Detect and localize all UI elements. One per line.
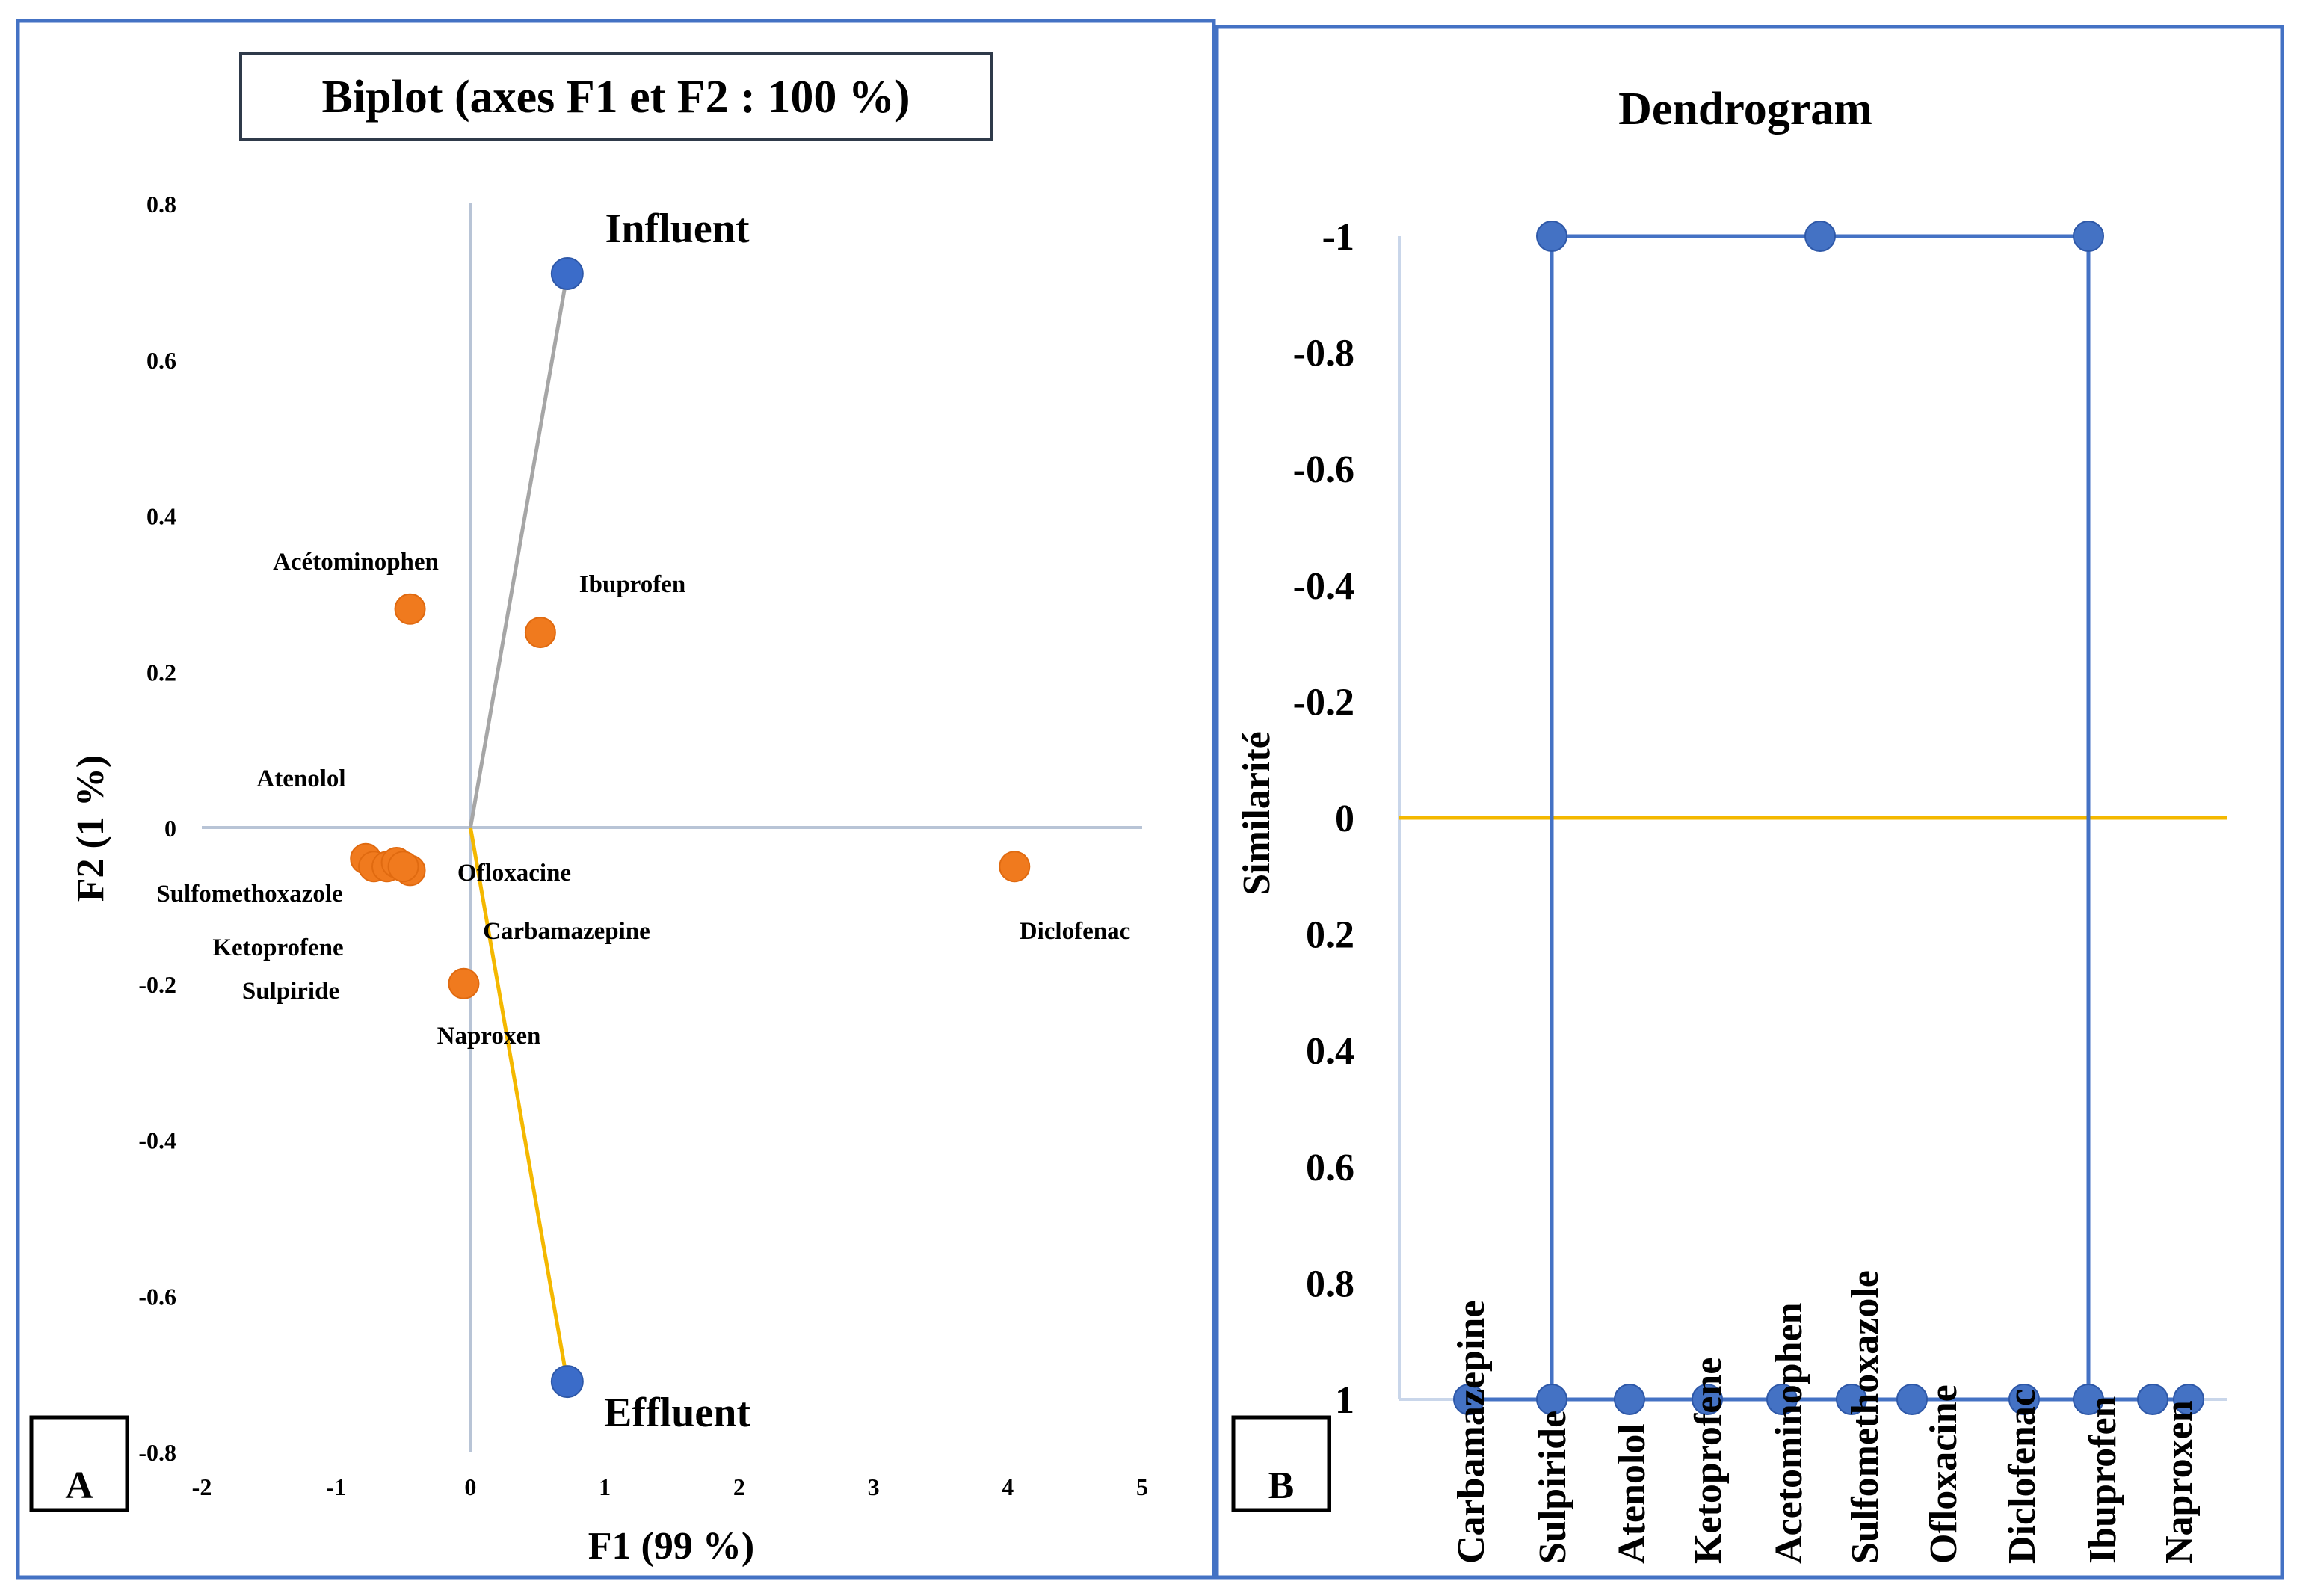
y-tick-label: -0.4 [138, 1127, 176, 1154]
leaf-label: Naproxen [2158, 1400, 2201, 1564]
panel-b-label-box [1231, 1415, 1331, 1512]
panel-b-label: B [1268, 1464, 1295, 1507]
dendrogram-leaf-node [1766, 1384, 1798, 1415]
dendrogram-tick-label: 1 [1335, 1379, 1354, 1422]
panel-b-title: Dendrogram [1618, 84, 1872, 135]
panel-a-ylabel: F2 (1 %) [70, 755, 112, 902]
observation-label: Ofloxacine [457, 860, 571, 887]
panel-b-border [1215, 25, 2284, 1580]
vector-influent [468, 273, 570, 828]
y-tick-label: 0.6 [147, 347, 176, 374]
x-tick-label: 5 [1136, 1473, 1148, 1500]
x-tick-label: 1 [599, 1473, 611, 1500]
variable-label: Influent [605, 206, 750, 252]
dendrogram-leaf-node [1614, 1384, 1645, 1415]
panel-a-label: A [65, 1464, 93, 1507]
observation-label: Carbamazepine [483, 918, 650, 945]
leaf-label: Ofloxacine [1923, 1384, 1965, 1564]
dendrogram-tick-label: -0.6 [1293, 449, 1354, 491]
panel-a-xlabel: F1 (99 %) [588, 1525, 754, 1568]
panel-a-title: Biplot (axes F1 et F2 : 100 %) [322, 72, 910, 123]
observation-label: Acétominophen [273, 549, 439, 576]
vector-effluent [468, 827, 570, 1382]
y-tick-label: 0.8 [147, 191, 176, 218]
dendrogram-leaf-node [1896, 1384, 1928, 1415]
observation-point [999, 851, 1031, 883]
dendrogram-leaf-node [1453, 1384, 1484, 1415]
observation-point [394, 593, 426, 625]
observation-point [524, 617, 556, 649]
observation-label: Ketoprofene [212, 934, 343, 961]
x-tick-label: 0 [464, 1473, 476, 1500]
panel-b-plot-area: -1 -0.8 -0.6 -0.4 -0.2 0 0.2 0.4 0.6 0.8 1 Carbamaz… [1293, 216, 2227, 1564]
y-tick-label: 0.4 [147, 503, 176, 530]
dendrogram-leaf-node [2073, 1384, 2104, 1415]
leaf-label: Diclofenac [2001, 1389, 2044, 1564]
panel-a-plot-area: -2 -1 0 1 2 3 4 5 -0.8 -0.6 -0.4 -0.2 0 0.2 0.4 0.6 0.8 A… [138, 191, 1148, 1500]
leaf-label: Ibuprofen [2082, 1396, 2124, 1564]
observation-label: Diclofenac [1020, 918, 1130, 945]
observation-label: Naproxen [437, 1023, 541, 1050]
x-tick-label: 4 [1002, 1473, 1014, 1500]
dendrogram-tick-label: 0.8 [1306, 1263, 1354, 1305]
x-tick-label: 2 [733, 1473, 745, 1500]
leaf-label: Atenolol [1611, 1423, 1653, 1564]
y-tick-label: -0.2 [138, 971, 176, 998]
y-tick-label: -0.8 [138, 1439, 176, 1466]
dendrogram-tick-label: -0.2 [1293, 681, 1354, 724]
dendrogram-tick-label: 0 [1335, 798, 1354, 840]
x-tick-label: 3 [868, 1473, 880, 1500]
panel-a: Biplot (axes F1 et F2 : 100 %) -2 -1 0 1 2 3 4… [16, 19, 1216, 1580]
panel-b: Dendrogram Similarité -1 -0.8 -0.6 -0.4 -0.2… [1215, 25, 2284, 1580]
dendrogram-leaf-node [1836, 1384, 1867, 1415]
dendrogram-node [2073, 221, 2104, 252]
dendrogram-tick-label: 0.2 [1306, 914, 1354, 957]
panel-a-border [16, 19, 1216, 1580]
dendrogram-leaf-node [1536, 1384, 1567, 1415]
dendrogram-leaf-node [2137, 1384, 2168, 1415]
leaf-label: Sulfomethoxazole [1844, 1270, 1887, 1564]
observation-label: Sulfomethoxazole [156, 881, 342, 908]
dendrogram-node [1536, 221, 1567, 252]
dendrogram-tick-label: 0.6 [1306, 1147, 1354, 1189]
leaf-label: Ketoprofene [1687, 1358, 1730, 1564]
panel-a-title-box [239, 52, 993, 141]
x-tick-label: -2 [192, 1473, 212, 1500]
dendrogram-leaf-node [1692, 1384, 1723, 1415]
dendrogram-tick-label: -0.4 [1293, 565, 1354, 608]
variable-point [550, 1365, 584, 1399]
y-tick-label: 0 [164, 815, 176, 842]
leaf-label: Carbamazepine [1450, 1301, 1493, 1564]
leaf-label: Sulpiride [1532, 1411, 1574, 1564]
leaf-label: Acetominophen [1768, 1302, 1810, 1564]
panel-a-label-box [29, 1415, 129, 1512]
observation-label: Atenolol [256, 765, 345, 792]
observation-point [387, 851, 419, 883]
panel-b-ylabel: Similarité [1236, 731, 1278, 896]
observation-label: Ibuprofen [579, 571, 685, 598]
dendrogram-tick-label: -0.8 [1293, 333, 1354, 375]
x-tick-label: -1 [326, 1473, 346, 1500]
dendrogram-leaf-node [2008, 1384, 2040, 1415]
y-tick-label: -0.6 [138, 1283, 176, 1310]
dendrogram-leaf-node [2173, 1384, 2204, 1415]
dendrogram-tick-label: 0.4 [1306, 1030, 1354, 1073]
variable-point [550, 256, 584, 290]
dendrogram-node [1804, 221, 1836, 252]
variable-label: Effluent [604, 1390, 750, 1436]
dendrogram-tick-label: -1 [1322, 216, 1354, 259]
y-tick-label: 0.2 [147, 659, 176, 685]
observation-label: Sulpiride [242, 978, 339, 1005]
observation-point [448, 967, 480, 999]
